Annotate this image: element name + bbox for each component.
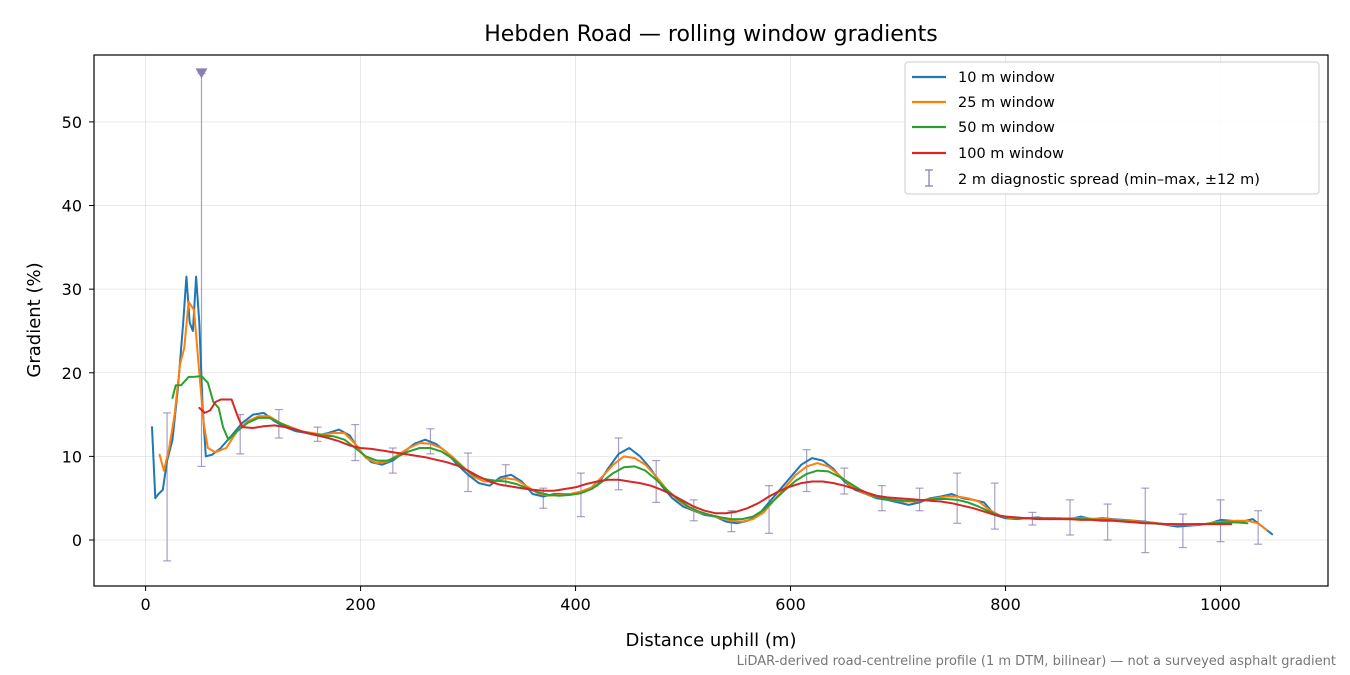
diagnostic-errorbar [576, 472, 585, 518]
legend-label-10m: 10 m window [958, 70, 1055, 86]
clipped-value-marker [195, 68, 208, 79]
y-tick-label: 30 [62, 280, 82, 299]
y-tick-label: 20 [62, 364, 82, 383]
series-line [151, 275, 1274, 536]
legend: 10 m window 25 m window 50 m window 100 … [904, 61, 1320, 195]
series-line [198, 398, 1233, 526]
diagnostic-errorbar [765, 485, 774, 534]
y-tick-label: 10 [62, 447, 82, 466]
legend-label-100m: 100 m window [958, 146, 1064, 162]
x-tick-label: 0 [141, 595, 151, 614]
x-tick-label: 600 [775, 595, 806, 614]
series-line [171, 375, 1249, 526]
x-axis-label: Distance uphill (m) [626, 630, 797, 651]
y-axis-label: Gradient (%) [24, 262, 45, 377]
diagnostic-errorbar [990, 482, 999, 530]
legend-label-diagnostic: 2 m diagnostic spread (min–max, ±12 m) [958, 172, 1260, 188]
legend-label-25m: 25 m window [958, 95, 1055, 111]
legend-box [904, 61, 1320, 195]
x-tick-label: 800 [990, 595, 1021, 614]
diagnostic-errorbar [163, 412, 172, 562]
diagnostic-errorbars [163, 68, 1263, 562]
chart-title: Hebden Road — rolling window gradients [484, 22, 938, 47]
y-axis-ticks: 0 10 20 30 40 50 [62, 113, 94, 550]
x-axis-ticks: 0 200 400 600 800 1000 [141, 586, 1241, 614]
footnote: LiDAR-derived road-centreline profile (1… [737, 654, 1336, 669]
diagnostic-errorbar [1141, 487, 1150, 554]
diagnostic-errorbar [802, 449, 811, 493]
legend-label-50m: 50 m window [958, 120, 1055, 136]
x-tick-label: 400 [560, 595, 591, 614]
diagnostic-errorbar [1103, 503, 1112, 541]
diagnostic-errorbar [1254, 510, 1263, 545]
diagnostic-errorbar [1178, 513, 1187, 549]
legend-errorbar-icon [925, 169, 933, 187]
diagnostic-errorbar [614, 437, 623, 491]
series-line [158, 300, 1268, 531]
y-tick-label: 40 [62, 197, 82, 216]
x-tick-label: 200 [345, 595, 376, 614]
y-tick-label: 50 [62, 113, 82, 132]
x-tick-label: 1000 [1200, 595, 1241, 614]
y-tick-label: 0 [72, 531, 82, 550]
diagnostic-errorbar [652, 459, 661, 503]
series-lines [151, 275, 1274, 536]
diagnostic-errorbar [953, 472, 962, 524]
plot-frame [93, 54, 1329, 587]
